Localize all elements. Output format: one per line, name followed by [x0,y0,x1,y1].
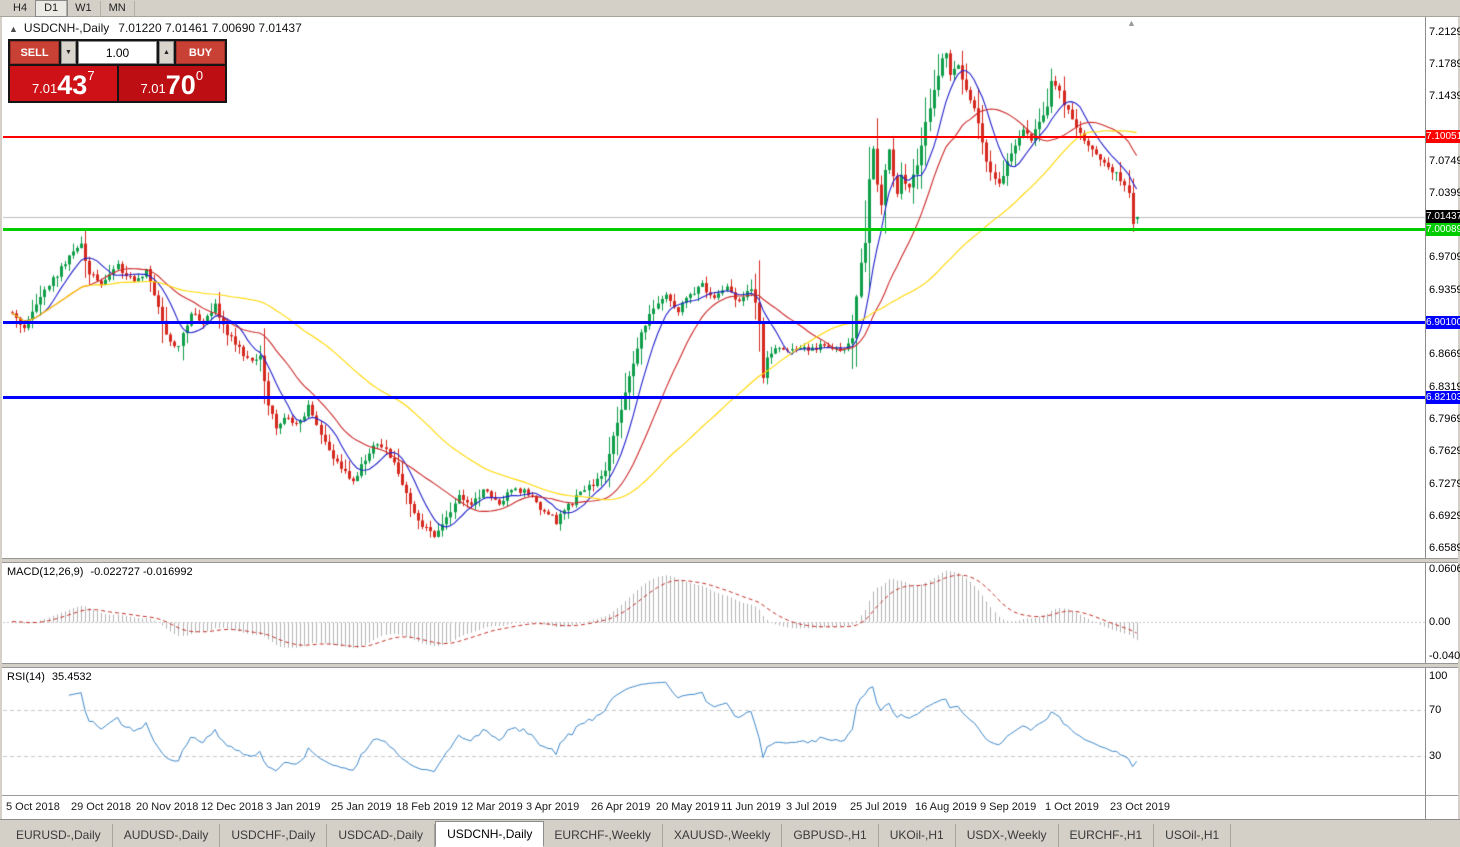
tab-eurchf-h1[interactable]: EURCHF-,H1 [1059,824,1155,847]
rsi-indicator-title: RSI(14) 35.4532 [7,671,92,683]
blue-hline-lower[interactable] [3,395,1425,399]
tab-usoil-h1[interactable]: USOil-,H1 [1154,824,1232,847]
date-label: 25 Jan 2019 [331,801,392,813]
timeframe-button-h4[interactable]: H4 [5,0,37,16]
rsi-axis-label: 30 [1429,750,1442,762]
timeframe-button-mn[interactable]: MN [101,0,135,16]
date-label: 5 Oct 2018 [6,801,60,813]
tab-usdcad-daily[interactable]: USDCAD-,Daily [327,824,436,847]
sell-price-prefix: 7.01 [31,81,58,96]
date-label: 26 Apr 2019 [591,801,651,813]
chart-title: ▲ USDCNH-,Daily 7.01220 7.01461 7.00690 7.… [9,21,302,35]
date-label: 3 Jul 2019 [786,801,837,813]
sell-button[interactable]: SELL [10,41,59,64]
one-click-panel-toggle-icon[interactable]: ▲ [9,24,18,34]
volume-decrease-button[interactable]: ▼ [61,41,76,64]
buy-price-big-digits: 70 [165,70,196,100]
tab-usdchf-daily[interactable]: USDCHF-,Daily [220,824,328,847]
tab-usdcnh-daily[interactable]: USDCNH-,Daily [435,821,545,847]
price-tick: 6.69290 [1429,510,1460,522]
macd-indicator-name: MACD(12,26,9) [7,566,84,578]
sell-price-button[interactable]: 7.01 43 7 [10,66,117,101]
volume-input[interactable] [78,41,157,64]
macd-indicator-title: MACD(12,26,9) -0.022727 -0.016992 [7,566,193,578]
rsi-panel-splitter[interactable] [2,663,1458,668]
buy-price-button[interactable]: 7.01 70 0 [118,66,225,101]
date-label: 25 Jul 2019 [850,801,907,813]
date-label: 12 Mar 2019 [461,801,523,813]
price-tick: 7.21290 [1429,26,1460,38]
price-tick: 6.93590 [1429,284,1460,296]
price-tick: 6.72790 [1429,478,1460,490]
macd-axis-label: 0.00 [1429,616,1451,628]
price-tick: 7.07490 [1429,155,1460,167]
date-label: 20 Nov 2018 [136,801,199,813]
trade-panel-controls-row: SELL ▼ ▲ BUY [10,41,225,64]
tab-eurchf-weekly[interactable]: EURCHF-,Weekly [543,824,663,847]
sell-price-big-digits: 43 [57,70,88,100]
resistance-line-price-label[interactable]: 7.10051 [1426,130,1460,143]
timeframe-button-w1[interactable]: W1 [67,0,101,16]
support-hline[interactable] [3,228,1425,231]
date-axis-divider [2,795,1458,796]
date-label: 11 Jun 2019 [721,801,781,813]
tab-xauusd-weekly[interactable]: XAUUSD-,Weekly [663,824,783,847]
rsi-indicator-name: RSI(14) [7,671,45,683]
date-label: 3 Jan 2019 [266,801,321,813]
buy-button[interactable]: BUY [176,41,225,64]
macd-indicator-values: -0.022727 -0.016992 [90,566,193,578]
macd-axis-label: 0.060687 [1429,563,1460,575]
macd-panel-splitter[interactable] [2,558,1458,563]
tab-usdx-weekly[interactable]: USDX-,Weekly [956,824,1059,847]
tab-ukoil-h1[interactable]: UKOil-,H1 [879,824,956,847]
chart-shift-marker-icon: ▲ [1127,18,1136,28]
date-label: 1 Oct 2019 [1045,801,1099,813]
price-tick: 6.76290 [1429,445,1460,457]
date-label: 20 May 2019 [656,801,720,813]
tab-eurusd-daily[interactable]: EURUSD-,Daily [5,824,113,847]
price-tick: 7.03990 [1429,187,1460,199]
blue-hline-upper[interactable] [3,321,1425,324]
date-label: 9 Sep 2019 [980,801,1037,813]
date-label: 18 Feb 2019 [396,801,458,813]
price-tick: 6.97090 [1429,251,1460,263]
rsi-axis-label: 70 [1429,704,1442,716]
trade-panel-quotes-row: 7.01 43 7 7.01 70 0 [10,66,225,101]
chart-tab-bar: EURUSD-,Daily AUDUSD-,Daily USDCHF-,Daily U… [0,819,1460,847]
timeframe-toolbar: H4 D1 W1 MN [0,0,1460,17]
one-click-trading-panel: SELL ▼ ▲ BUY 7.01 43 7 7.01 70 0 [8,39,227,103]
price-tick: 6.65890 [1429,542,1460,554]
date-label: 12 Dec 2018 [201,801,264,813]
price-tick: 6.79690 [1429,413,1460,425]
tab-audusd-daily[interactable]: AUDUSD-,Daily [113,824,221,847]
date-label: 23 Oct 2019 [1110,801,1170,813]
rsi-axis-label: 100 [1429,670,1448,682]
bid-price-label: 7.01437 [1426,210,1460,223]
price-axis-border [1425,17,1426,819]
price-tick: 6.86690 [1429,348,1460,360]
blue-line-lower-price-label[interactable]: 6.82103 [1426,391,1460,404]
buy-price-pip-digit: 0 [195,68,204,83]
blue-line-upper-price-label[interactable]: 6.90100 [1426,316,1460,329]
date-label: 3 Apr 2019 [526,801,580,813]
chart-title-ohlc: 7.01220 7.01461 7.00690 7.01437 [118,21,302,35]
sell-price-pip-digit: 7 [87,68,95,83]
date-label: 29 Oct 2018 [71,801,131,813]
resistance-hline[interactable] [3,135,1425,138]
rsi-indicator-value: 35.4532 [51,671,92,683]
chart-title-symbol: USDCNH-,Daily [23,21,110,35]
price-tick: 7.14390 [1429,90,1460,102]
tab-gbpusd-h1[interactable]: GBPUSD-,H1 [782,824,879,847]
timeframe-button-d1[interactable]: D1 [35,0,69,17]
macd-axis-label: -0.04043 [1429,650,1460,662]
support-line-price-label[interactable]: 7.00089 [1426,223,1460,236]
date-label: 16 Aug 2019 [915,801,977,813]
volume-increase-button[interactable]: ▲ [159,41,174,64]
price-tick: 7.17890 [1429,58,1460,70]
buy-price-prefix: 7.01 [140,81,166,96]
price-tick: 6.83190 [1429,381,1460,393]
